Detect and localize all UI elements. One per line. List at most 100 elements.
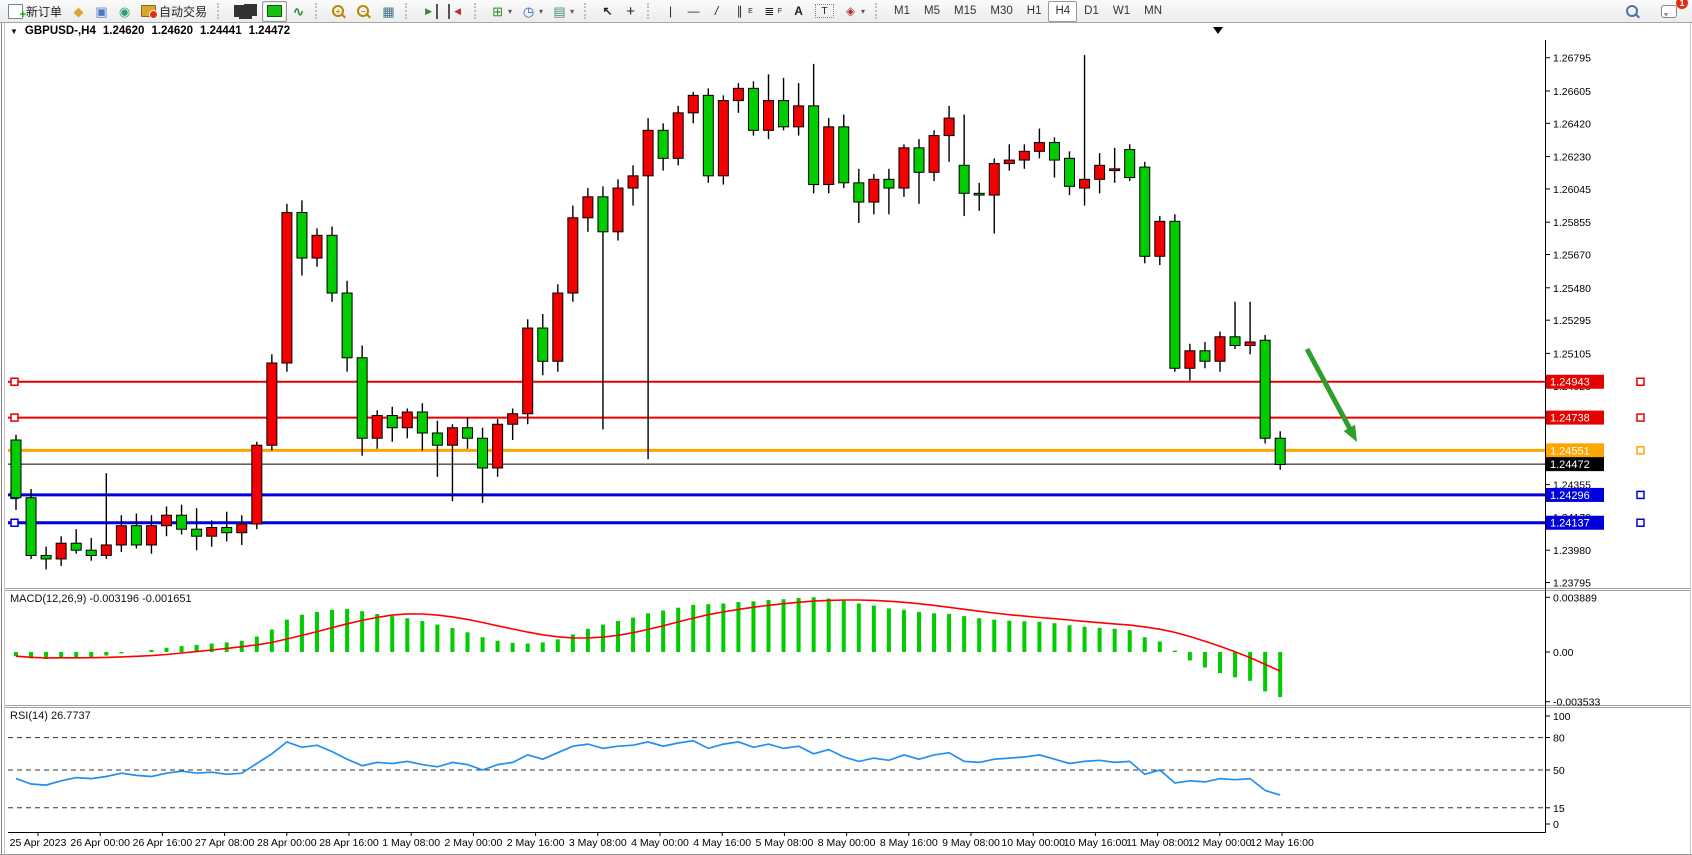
crosshair-button[interactable]	[619, 1, 642, 22]
chevron-down-icon[interactable]: ▾	[508, 6, 513, 16]
svg-text:1.25295: 1.25295	[1553, 315, 1591, 327]
chat-button[interactable]: 1	[1656, 0, 1688, 22]
tile-windows-button[interactable]	[377, 1, 400, 22]
fibonacci-button[interactable]: F	[758, 1, 787, 22]
chart-shift-marker[interactable]	[1213, 27, 1223, 34]
indicators-button[interactable]: ▾	[486, 1, 517, 22]
auto-scroll-button[interactable]	[417, 1, 443, 22]
autotrading-button-label: 自动交易	[159, 4, 208, 19]
timeframe-m30-button[interactable]: M30	[990, 4, 1013, 17]
quote-low: 1.24441	[200, 25, 242, 37]
hline-price-label: 1.24137	[1550, 518, 1590, 530]
svg-text:1.26795: 1.26795	[1553, 53, 1591, 65]
zoom-out-button[interactable]: −	[352, 1, 377, 22]
svg-text:10 May 00:00: 10 May 00:00	[1001, 837, 1065, 849]
svg-text:1.25480: 1.25480	[1553, 283, 1591, 295]
symbol-title: GBPUSD-,H4	[24, 25, 96, 37]
cursor-icon	[601, 4, 614, 19]
timeframe-m5-button[interactable]: M5	[924, 4, 941, 17]
timeframe-h1-button[interactable]: H1	[1026, 4, 1042, 17]
chevron-down-icon[interactable]: ▾	[539, 6, 544, 16]
vertical-line-button[interactable]	[659, 1, 682, 22]
rsi-indicator-label: RSI(14) 26.7737	[10, 710, 91, 722]
gem-icon	[72, 4, 85, 19]
svg-text:1.23795: 1.23795	[1553, 578, 1591, 590]
svg-text:1.25855: 1.25855	[1553, 217, 1591, 229]
horizontal-line-button[interactable]	[682, 1, 705, 22]
label-icon	[815, 4, 835, 18]
template-icon	[553, 4, 566, 19]
macd-indicator-label: MACD(12,26,9) -0.003196 -0.001651	[10, 593, 192, 605]
svg-text:2 May 16:00: 2 May 16:00	[507, 837, 565, 849]
timeframe-mn-button[interactable]: MN	[1144, 4, 1163, 17]
cursor-button[interactable]	[596, 1, 619, 22]
candlestick-button[interactable]	[262, 0, 288, 22]
svg-text:26 Apr 00:00: 26 Apr 00:00	[70, 837, 130, 849]
svg-text:1.26605: 1.26605	[1553, 86, 1591, 98]
svg-text:3 May 08:00: 3 May 08:00	[569, 837, 627, 849]
svg-text:0.00: 0.00	[1553, 647, 1574, 659]
navigator-button[interactable]	[113, 1, 136, 22]
quote-close: 1.24472	[248, 25, 291, 37]
trendline-button[interactable]	[705, 1, 728, 22]
macd-signal-line	[15, 599, 1281, 672]
chart-shift-icon	[448, 3, 464, 19]
timeframe-h4-button[interactable]: H4	[1048, 0, 1078, 22]
zoom-in-button[interactable]: +	[327, 1, 352, 22]
line-chart-button[interactable]	[287, 1, 310, 22]
timeframe-m1-button[interactable]: M1	[894, 4, 911, 17]
timeframe-m15-button[interactable]: M15	[954, 4, 977, 17]
timeframe-d1-button[interactable]: D1	[1084, 4, 1099, 17]
radio-icon	[118, 4, 131, 19]
hline-1.24943[interactable]	[8, 377, 1645, 386]
clock-icon	[522, 4, 535, 19]
crosshair-icon	[624, 4, 637, 19]
timeframe-w1-button[interactable]: W1	[1112, 4, 1131, 17]
periods-button[interactable]: ▾	[517, 1, 548, 22]
new-order-button[interactable]: 新订单	[3, 1, 67, 23]
trend-arrow-annotation[interactable]	[1304, 347, 1357, 442]
svg-text:26 Apr 16:00: 26 Apr 16:00	[133, 837, 193, 849]
svg-text:80: 80	[1553, 733, 1565, 745]
svg-text:50: 50	[1553, 765, 1565, 777]
text-button[interactable]	[787, 1, 810, 22]
toolbar-grip	[405, 3, 412, 19]
svg-text:100: 100	[1553, 711, 1571, 723]
chart-window-button[interactable]	[90, 1, 113, 22]
chart-canvas[interactable]: 1.26795 1.26605 1.26420 1.26230 1.26045 1.258…	[0, 22, 1692, 855]
chart-collapse-toggle[interactable]: ▼	[10, 26, 18, 36]
search-icon	[1626, 5, 1638, 17]
svg-text:8 May 16:00: 8 May 16:00	[880, 837, 938, 849]
svg-text:1.26420: 1.26420	[1553, 118, 1591, 130]
hline-1.24738[interactable]	[8, 413, 1645, 422]
arrows-icon	[844, 4, 857, 19]
line-chart-icon	[292, 4, 305, 19]
auto-scroll-icon	[422, 3, 439, 19]
bar-chart-button[interactable]	[229, 1, 262, 22]
ohlc-bars-icon	[234, 5, 248, 17]
svg-text:1.23980: 1.23980	[1553, 545, 1591, 557]
svg-text:1.26045: 1.26045	[1553, 184, 1591, 196]
candles-layer	[10, 55, 1286, 698]
channel-button[interactable]: E	[728, 1, 758, 22]
autotrading-button[interactable]: 自动交易	[136, 1, 212, 22]
chevron-down-icon[interactable]: ▾	[570, 6, 575, 16]
chart-shift-button[interactable]	[443, 1, 469, 22]
channel-icon	[733, 4, 746, 19]
doc-plus-icon	[8, 3, 26, 23]
notification-badge: 1	[1676, 0, 1688, 9]
svg-text:1.25670: 1.25670	[1553, 250, 1591, 262]
svg-text:4 May 00:00: 4 May 00:00	[631, 837, 689, 849]
market-watch-button[interactable]	[67, 1, 90, 22]
text-label-button[interactable]	[810, 1, 839, 22]
symbol-quote-line: ▼ GBPUSD-,H4 1.24620 1.24620 1.24441 1.2…	[10, 25, 290, 37]
templates-button[interactable]: ▾	[548, 1, 579, 22]
hline-1.24137[interactable]	[8, 518, 1645, 527]
svg-text:1.24472: 1.24472	[1550, 459, 1590, 471]
axis-label-layer: 1.24943 1.24738 1.24551 1.24296 1.24137	[1546, 374, 1604, 530]
search-button[interactable]	[1621, 1, 1646, 22]
chevron-down-icon[interactable]: ▾	[861, 6, 866, 16]
toolbar-grip	[875, 3, 882, 19]
window-icon	[95, 4, 108, 19]
arrows-button[interactable]: ▾	[839, 1, 870, 22]
